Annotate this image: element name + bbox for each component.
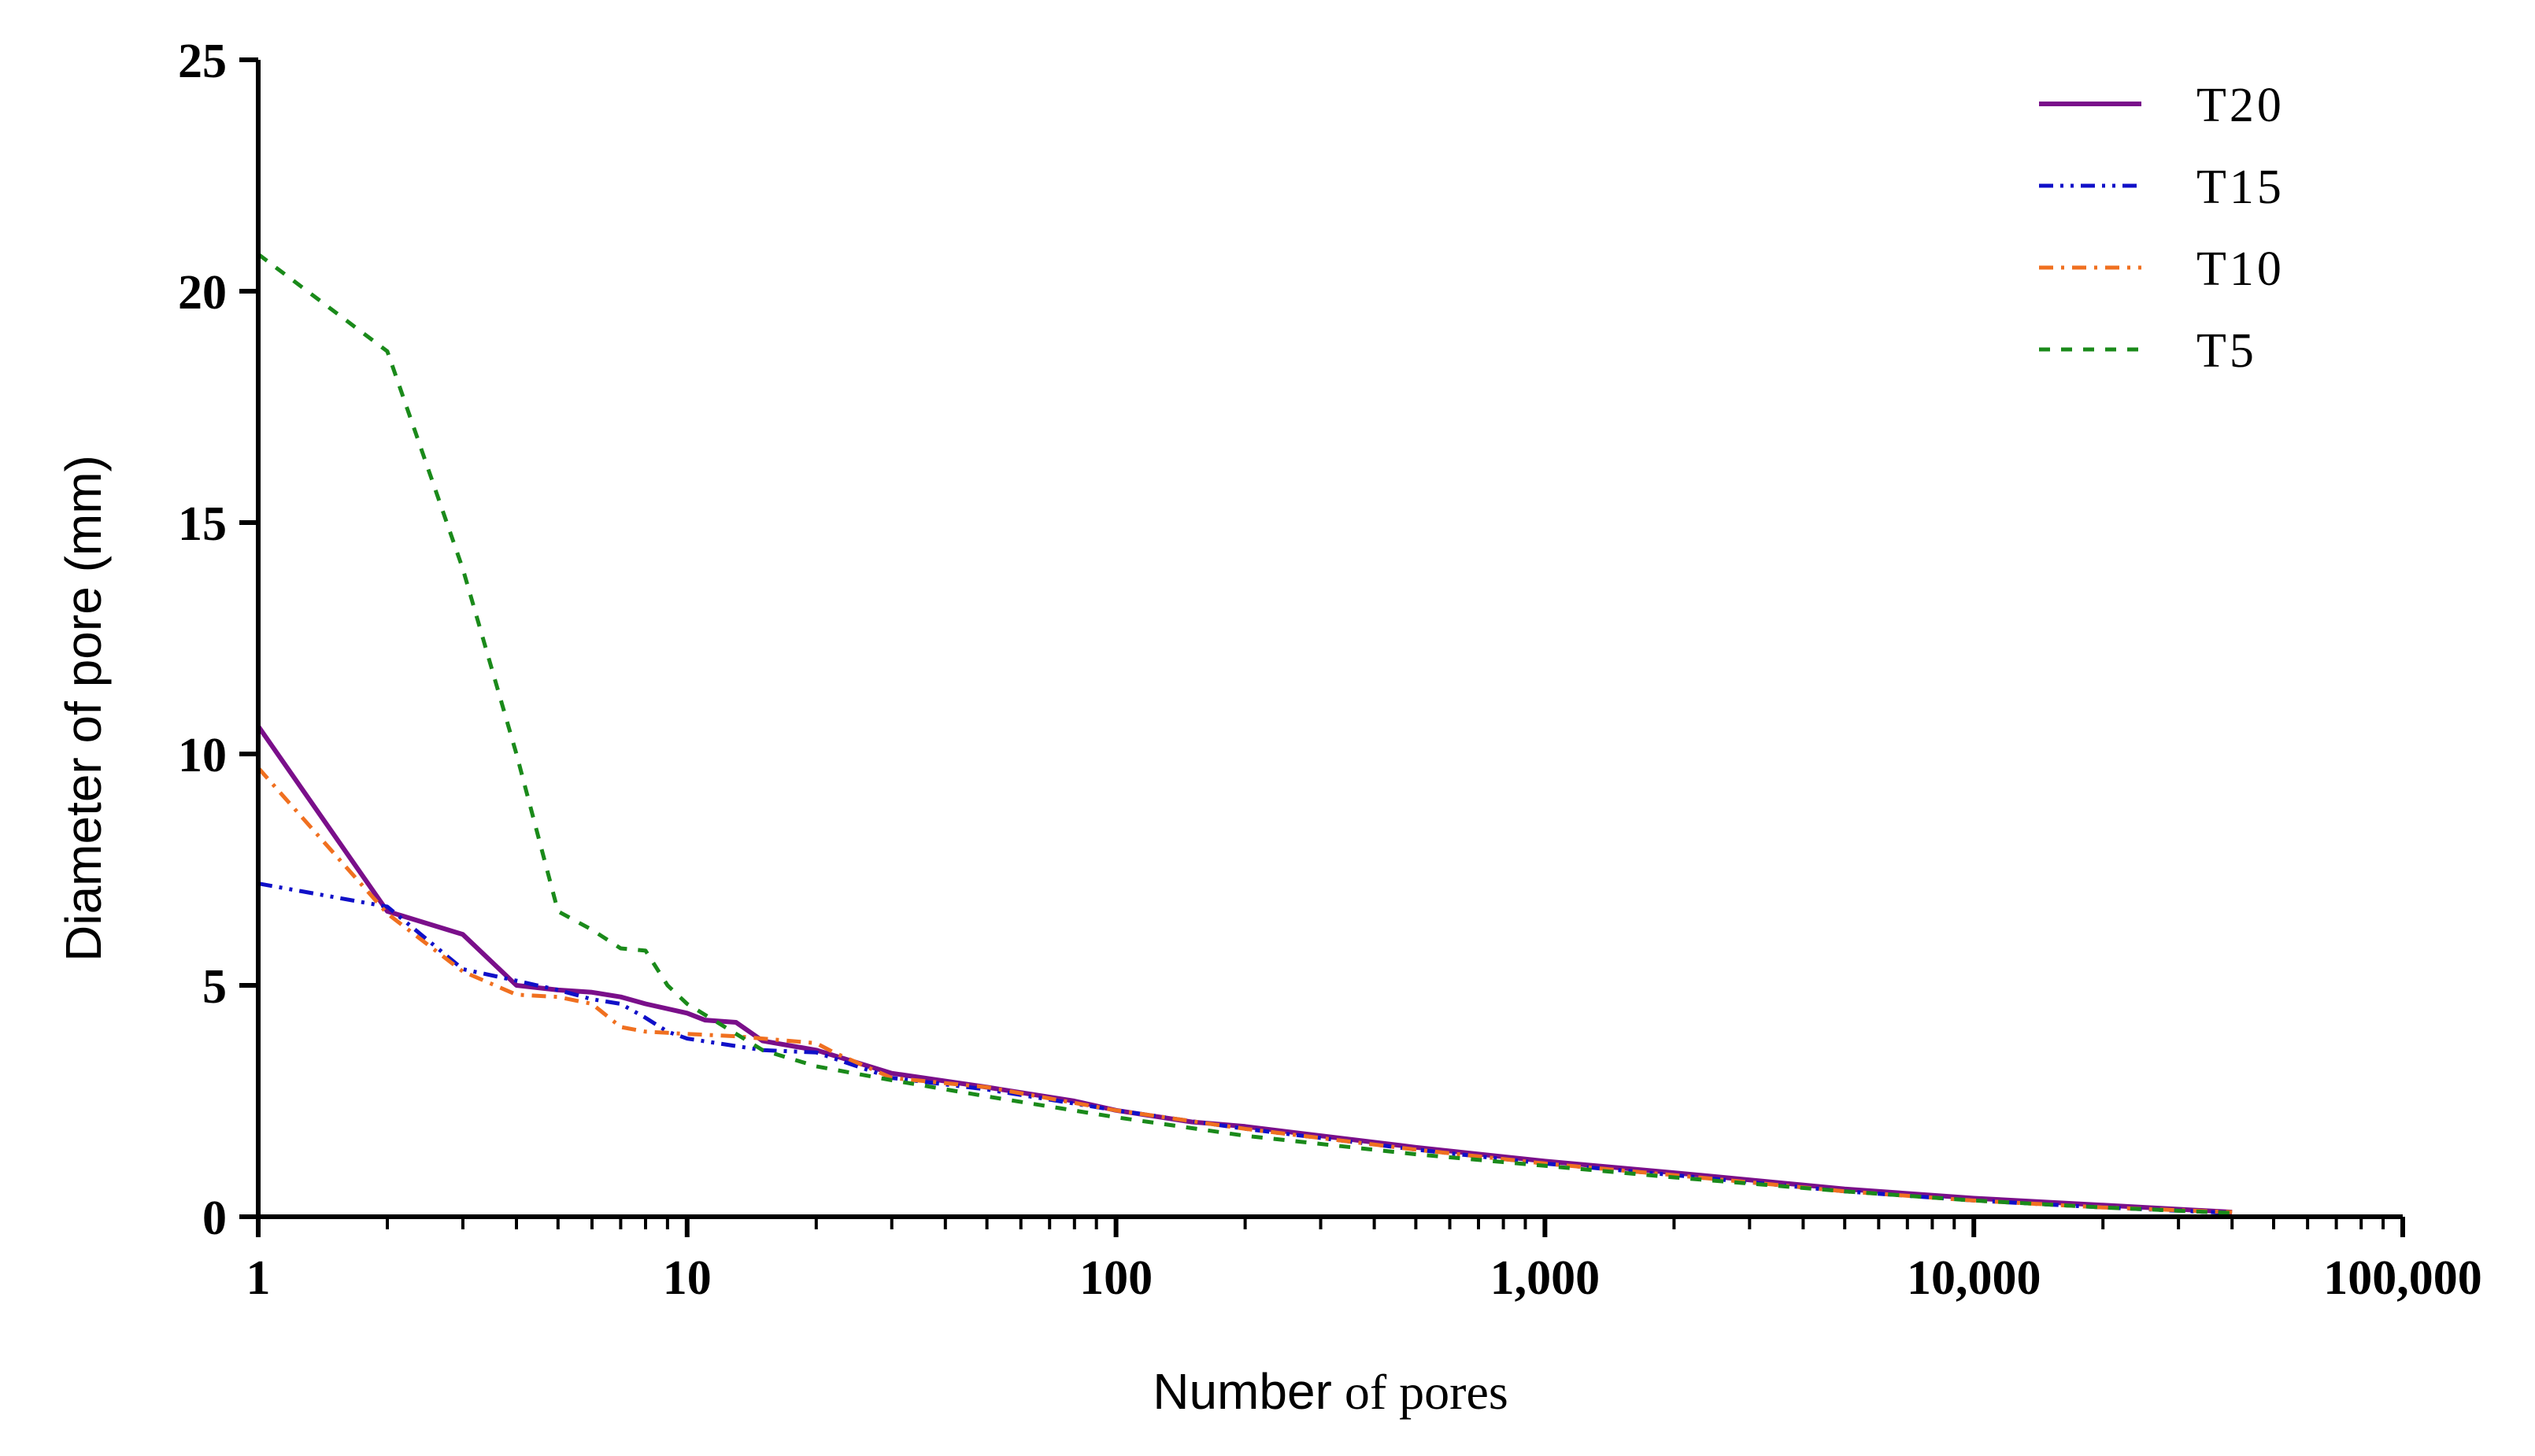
x-tick-label: 100	[1079, 1251, 1153, 1305]
y-tick-label: 10	[178, 729, 227, 782]
x-tick-label: 100,000	[2323, 1251, 2482, 1305]
x-axis-title-part-2: of pores	[1332, 1364, 1508, 1420]
series-layer	[256, 253, 2233, 1215]
legend-label-t20: T20	[2196, 79, 2285, 132]
x-axis-title: Number of pores	[1153, 1363, 1508, 1420]
x-tick-label: 1,000	[1490, 1251, 1601, 1305]
y-tick-label: 5	[202, 960, 227, 1014]
y-tick-label: 20	[178, 266, 227, 320]
series-line-t20	[256, 724, 2233, 1215]
series-line-t15	[257, 881, 2233, 1215]
x-tick-label: 10	[663, 1251, 712, 1305]
x-axis-title-part-1: Number	[1153, 1363, 1332, 1420]
series-line-t5	[257, 253, 2233, 1215]
x-tick-label: 1	[246, 1251, 271, 1305]
legend-label-t5: T5	[2196, 324, 2257, 378]
legend-label-t10: T10	[2196, 242, 2285, 296]
ticks-layer: 0 5 10 15 20 25 1 10 100 1,000 10,000 100,000	[178, 35, 2482, 1305]
y-tick-label: 0	[202, 1192, 227, 1245]
series-line-t10	[257, 766, 2233, 1214]
y-tick-label: 15	[178, 497, 227, 551]
axes-layer	[256, 60, 2403, 1219]
x-tick-label: 10,000	[1907, 1251, 2041, 1305]
legend-label-t15: T15	[2196, 161, 2285, 214]
y-tick-label: 25	[178, 35, 227, 88]
legend: T20 T15 T10 T5	[2039, 79, 2285, 378]
y-axis-title: Diameter of pore (mm)	[55, 455, 112, 962]
